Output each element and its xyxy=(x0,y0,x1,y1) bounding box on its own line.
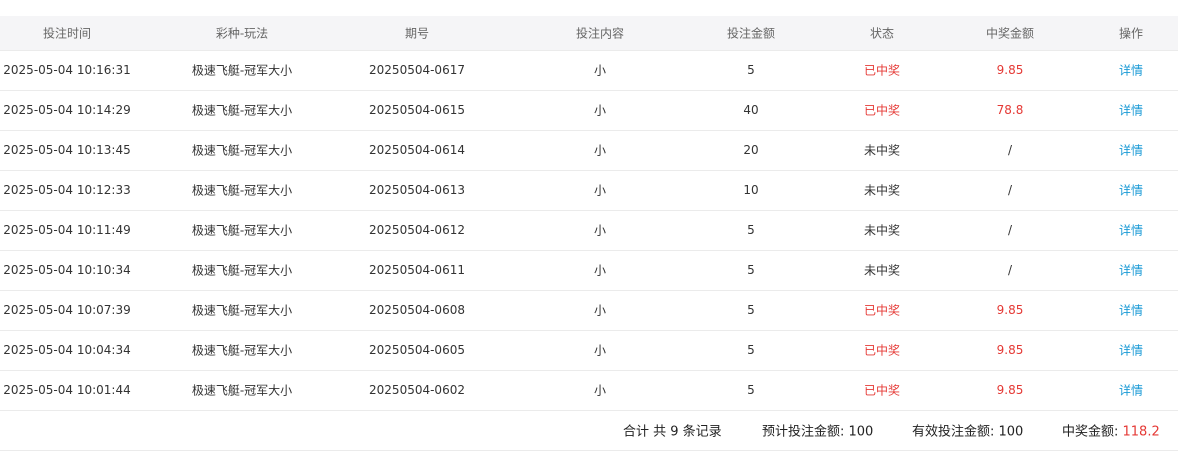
win-amount: 9.85 xyxy=(996,63,1024,77)
bet-content: 小 xyxy=(593,143,607,158)
column-header-bet-time: 投注时间 xyxy=(42,26,92,41)
column-header-issue-number: 期号 xyxy=(404,26,430,41)
win-total-value: 118.2 xyxy=(1122,424,1160,440)
bet-content: 小 xyxy=(593,303,607,318)
bet-time: 2025-05-04 10:16:31 xyxy=(3,63,131,77)
table-row: 2025-05-04 10:04:34 极速飞艇-冠军大小 20250504-060… xyxy=(0,330,1178,371)
bet-content: 小 xyxy=(593,263,607,278)
win-amount: / xyxy=(1007,263,1013,277)
status: 未中奖 xyxy=(863,143,901,158)
win-amount: 9.85 xyxy=(996,303,1024,317)
status: 已中奖 xyxy=(863,343,901,358)
table-row: 2025-05-04 10:07:39 极速飞艇-冠军大小 20250504-060… xyxy=(0,290,1178,331)
game-play: 极速飞艇-冠军大小 xyxy=(191,303,293,318)
detail-link[interactable]: 详情 xyxy=(1118,343,1144,358)
game-play: 极速飞艇-冠军大小 xyxy=(191,183,293,198)
issue-number: 20250504-0613 xyxy=(369,183,465,197)
table-row: 2025-05-04 10:01:44 极速飞艇-冠军大小 20250504-060… xyxy=(0,370,1178,411)
win-amount: 9.85 xyxy=(996,383,1024,397)
table-header: 投注时间 彩种-玩法 期号 投注内容 投注金额 状态 中奖金额 操作 xyxy=(0,16,1178,51)
bet-amount: 20 xyxy=(743,143,759,157)
win-total: 中奖金额: 118.2 xyxy=(1062,421,1160,440)
bet-content: 小 xyxy=(593,383,607,398)
bet-time: 2025-05-04 10:10:34 xyxy=(3,263,131,277)
issue-number: 20250504-0602 xyxy=(369,383,465,397)
issue-number: 20250504-0611 xyxy=(369,263,465,277)
column-header-bet-amount: 投注金额 xyxy=(726,26,776,41)
bet-time: 2025-05-04 10:07:39 xyxy=(3,303,131,317)
column-header-game-play: 彩种-玩法 xyxy=(215,26,269,41)
detail-link[interactable]: 详情 xyxy=(1118,303,1144,318)
issue-number: 20250504-0608 xyxy=(369,303,465,317)
bet-amount: 5 xyxy=(747,263,755,277)
win-total-label: 中奖金额: xyxy=(1062,424,1123,440)
detail-link[interactable]: 详情 xyxy=(1118,183,1144,198)
table-row: 2025-05-04 10:14:29 极速飞艇-冠军大小 20250504-061… xyxy=(0,90,1178,131)
game-play: 极速飞艇-冠军大小 xyxy=(191,63,293,78)
table-row: 2025-05-04 10:13:45 极速飞艇-冠军大小 20250504-061… xyxy=(0,130,1178,171)
column-header-status: 状态 xyxy=(869,26,895,41)
win-amount: / xyxy=(1007,183,1013,197)
game-play: 极速飞艇-冠军大小 xyxy=(191,383,293,398)
bet-amount: 5 xyxy=(747,63,755,77)
expected-bet-total: 预计投注金额: 100 xyxy=(762,424,874,440)
status: 已中奖 xyxy=(863,63,901,78)
status: 已中奖 xyxy=(863,383,901,398)
issue-number: 20250504-0614 xyxy=(369,143,465,157)
detail-link[interactable]: 详情 xyxy=(1118,263,1144,278)
issue-number: 20250504-0615 xyxy=(369,103,465,117)
bet-time: 2025-05-04 10:14:29 xyxy=(3,103,131,117)
detail-link[interactable]: 详情 xyxy=(1118,63,1144,78)
bet-time: 2025-05-04 10:11:49 xyxy=(3,223,131,237)
bet-content: 小 xyxy=(593,183,607,198)
status: 已中奖 xyxy=(863,103,901,118)
issue-number: 20250504-0605 xyxy=(369,343,465,357)
detail-link[interactable]: 详情 xyxy=(1118,223,1144,238)
game-play: 极速飞艇-冠军大小 xyxy=(191,343,293,358)
bet-time: 2025-05-04 10:13:45 xyxy=(3,143,131,157)
bet-time: 2025-05-04 10:12:33 xyxy=(3,183,131,197)
game-play: 极速飞艇-冠军大小 xyxy=(191,263,293,278)
bet-amount: 5 xyxy=(747,383,755,397)
bet-amount: 5 xyxy=(747,223,755,237)
game-play: 极速飞艇-冠军大小 xyxy=(191,103,293,118)
column-header-detail-link: 操作 xyxy=(1118,26,1144,41)
status: 已中奖 xyxy=(863,303,901,318)
bet-time: 2025-05-04 10:01:44 xyxy=(3,383,131,397)
win-amount: / xyxy=(1007,143,1013,157)
detail-link[interactable]: 详情 xyxy=(1118,103,1144,118)
bet-amount: 40 xyxy=(743,103,759,117)
win-amount: 78.8 xyxy=(996,103,1024,117)
detail-link[interactable]: 详情 xyxy=(1118,383,1144,398)
status: 未中奖 xyxy=(863,223,901,238)
game-play: 极速飞艇-冠军大小 xyxy=(191,223,293,238)
table-row: 2025-05-04 10:10:34 极速飞艇-冠军大小 20250504-061… xyxy=(0,250,1178,291)
bet-amount: 5 xyxy=(747,303,755,317)
game-play: 极速飞艇-冠军大小 xyxy=(191,143,293,158)
valid-bet-total: 有效投注金额: 100 xyxy=(912,424,1024,440)
bet-content: 小 xyxy=(593,343,607,358)
bet-content: 小 xyxy=(593,63,607,78)
detail-link[interactable]: 详情 xyxy=(1118,143,1144,158)
win-amount: 9.85 xyxy=(996,343,1024,357)
bet-amount: 10 xyxy=(743,183,759,197)
column-header-win-amount: 中奖金额 xyxy=(985,26,1035,41)
status: 未中奖 xyxy=(863,183,901,198)
bet-content: 小 xyxy=(593,223,607,238)
table-row: 2025-05-04 10:11:49 极速飞艇-冠军大小 20250504-061… xyxy=(0,210,1178,251)
bet-time: 2025-05-04 10:04:34 xyxy=(3,343,131,357)
issue-number: 20250504-0612 xyxy=(369,223,465,237)
bet-content: 小 xyxy=(593,103,607,118)
record-count: 合计 共 9 条记录 xyxy=(623,424,722,440)
issue-number: 20250504-0617 xyxy=(369,63,465,77)
table-row: 2025-05-04 10:12:33 极速飞艇-冠军大小 20250504-061… xyxy=(0,170,1178,211)
table-row: 2025-05-04 10:16:31 极速飞艇-冠军大小 20250504-061… xyxy=(0,50,1178,91)
win-amount: / xyxy=(1007,223,1013,237)
column-header-bet-content: 投注内容 xyxy=(575,26,625,41)
bet-amount: 5 xyxy=(747,343,755,357)
status: 未中奖 xyxy=(863,263,901,278)
table-footer: 合计 共 9 条记录 预计投注金额: 100 有效投注金额: 100 中奖金额:… xyxy=(0,410,1178,451)
